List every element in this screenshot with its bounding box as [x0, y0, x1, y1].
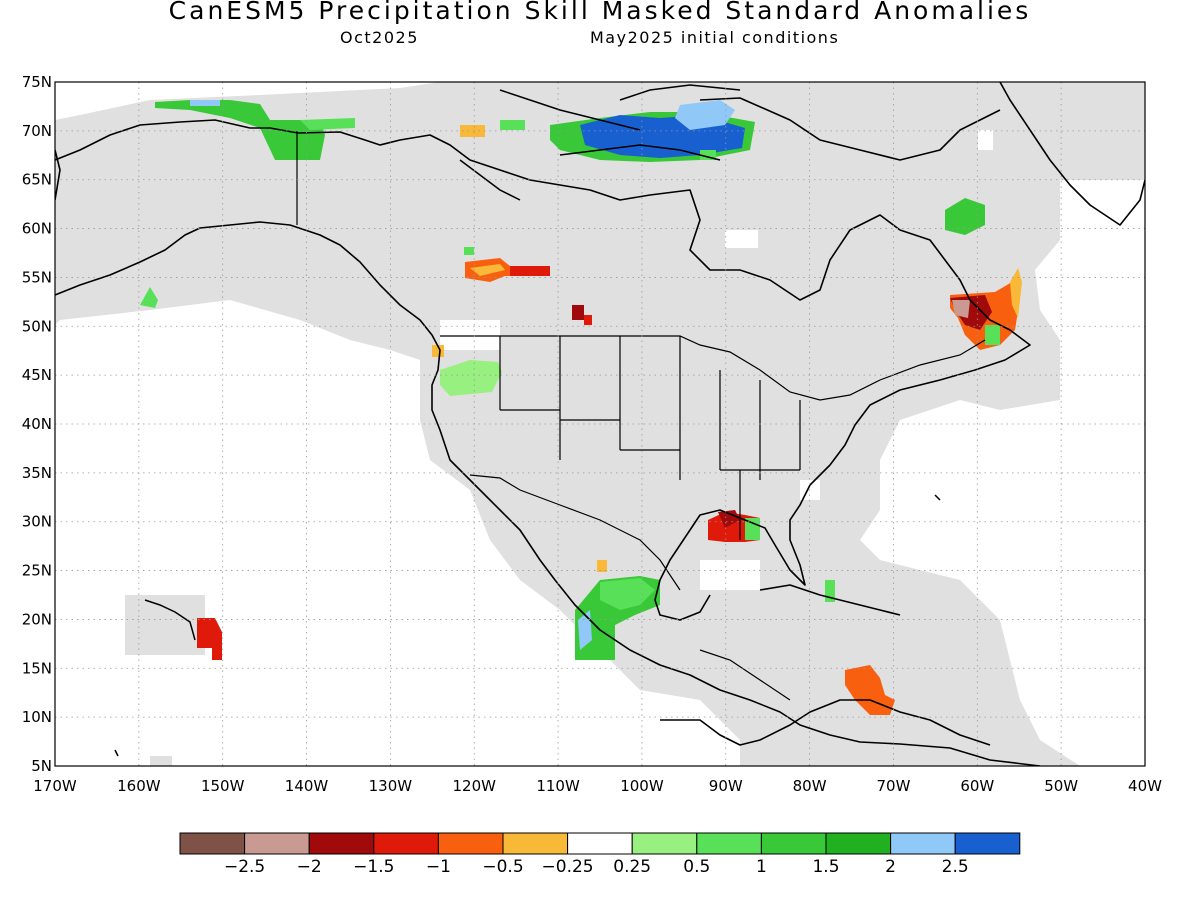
colorbar-swatch: [890, 832, 956, 855]
lat-tick-label: 40N: [22, 415, 52, 433]
colorbar-label: 2: [885, 857, 896, 877]
mask-holes: [440, 130, 1145, 590]
lat-tick-label: 55N: [22, 268, 52, 286]
colorbar-label: −0.5: [482, 857, 523, 877]
valid-month-label: Oct2025: [340, 28, 419, 47]
lon-tick-label: 90W: [709, 777, 743, 795]
lat-tick-label: 5N: [31, 757, 52, 775]
lat-lon-grid: [55, 82, 1145, 766]
colorbar: −2.5 −2 −1.5 −1 −0.5 −0.25 0.25 0.5 1 1.5 2 2.5: [179, 832, 1021, 877]
colorbar-label: 1: [756, 857, 767, 877]
lat-tick-label: 65N: [22, 171, 52, 189]
lon-tick-label: 120W: [452, 777, 496, 795]
lat-tick-label: 15N: [22, 659, 52, 677]
lon-tick-label: 130W: [369, 777, 413, 795]
lat-tick-label: 50N: [22, 317, 52, 335]
colorbar-swatch: [567, 832, 633, 855]
lon-tick-label: 100W: [620, 777, 664, 795]
colorbar-label: −1: [426, 857, 451, 877]
lon-tick-label: 40W: [1128, 777, 1162, 795]
colorbar-swatch: [244, 832, 310, 855]
lon-tick-label: 50W: [1044, 777, 1078, 795]
colorbar-swatch: [373, 832, 439, 855]
colorbar-swatch: [502, 832, 569, 855]
colorbar-label: 0.25: [613, 857, 651, 877]
lon-tick-label: 80W: [793, 777, 827, 795]
colorbar-swatch: [308, 832, 375, 855]
init-conditions-label: May2025 initial conditions: [590, 28, 840, 47]
lon-tick-label: 150W: [201, 777, 245, 795]
lon-tick-label: 110W: [536, 777, 580, 795]
colorbar-label: 2.5: [942, 857, 969, 877]
lon-tick-label: 170W: [33, 777, 77, 795]
lon-tick-label: 70W: [877, 777, 911, 795]
lat-tick-label: 25N: [22, 562, 52, 580]
colorbar-label: −0.25: [542, 857, 594, 877]
coastlines: [55, 82, 1145, 766]
colorbar-swatch: [179, 832, 246, 855]
lat-tick-label: 60N: [22, 220, 52, 238]
lat-tick-label: 45N: [22, 366, 52, 384]
map-plot-area: [55, 82, 1145, 766]
colorbar-label: 0.5: [683, 857, 710, 877]
colorbar-label: −2.5: [224, 857, 265, 877]
lat-tick-label: 75N: [22, 73, 52, 91]
islands: [114, 84, 941, 757]
colorbar-swatch: [954, 832, 1021, 855]
political-boundaries: [296, 131, 986, 701]
lon-tick-label: 60W: [960, 777, 994, 795]
colorbar-swatch: [437, 832, 504, 855]
colorbar-swatch: [760, 832, 827, 855]
map-frame: [54, 81, 1146, 767]
colorbar-swatch: [696, 832, 762, 855]
colorbar-label: 1.5: [812, 857, 839, 877]
latitude-tick-labels: 75N 70N 65N 60N 55N 50N 45N 40N 35N 30N 25N 20N 15N 1…: [22, 73, 52, 775]
lat-tick-label: 35N: [22, 464, 52, 482]
colorbar-swatch: [825, 832, 892, 855]
lon-tick-label: 140W: [285, 777, 329, 795]
lat-tick-label: 20N: [22, 610, 52, 628]
colorbar-label: −2: [297, 857, 322, 877]
lat-tick-label: 10N: [22, 708, 52, 726]
longitude-tick-labels: 170W 160W 150W 140W 130W 120W 110W 100W 90W 80W 70…: [33, 777, 1162, 795]
chart-title: CanESM5 Precipitation Skill Masked Stand…: [168, 0, 1032, 25]
colorbar-swatch: [631, 832, 698, 855]
lat-tick-label: 30N: [22, 513, 52, 531]
colorbar-label: −1.5: [353, 857, 394, 877]
lon-tick-label: 160W: [117, 777, 161, 795]
lat-tick-label: 70N: [22, 122, 52, 140]
